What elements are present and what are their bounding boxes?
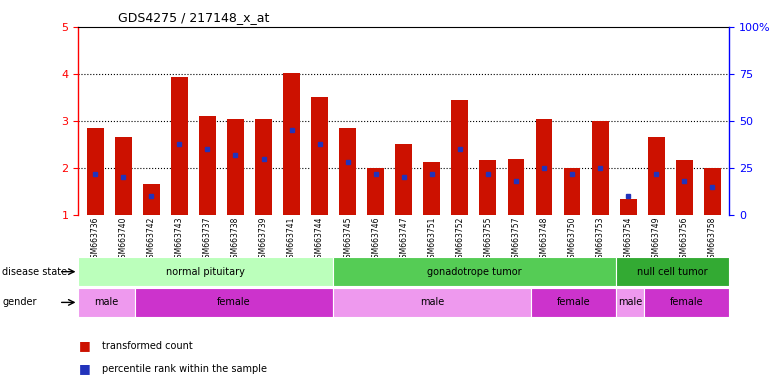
- Bar: [333, 288, 531, 317]
- Bar: [531, 288, 616, 317]
- Text: female: female: [557, 297, 590, 308]
- Bar: [480, 160, 496, 215]
- Bar: [135, 288, 333, 317]
- Bar: [616, 288, 644, 317]
- Bar: [676, 159, 692, 215]
- Bar: [87, 128, 103, 215]
- Bar: [452, 100, 468, 215]
- Text: GDS4275 / 217148_x_at: GDS4275 / 217148_x_at: [118, 12, 269, 25]
- Bar: [507, 159, 524, 215]
- Text: transformed count: transformed count: [102, 341, 193, 351]
- Text: female: female: [670, 297, 703, 308]
- Bar: [592, 121, 608, 215]
- Bar: [564, 168, 580, 215]
- Bar: [283, 73, 300, 215]
- Text: null cell tumor: null cell tumor: [637, 266, 708, 277]
- Text: male: male: [420, 297, 445, 308]
- Text: male: male: [95, 297, 119, 308]
- Bar: [143, 184, 160, 215]
- Bar: [616, 257, 729, 286]
- Bar: [339, 128, 356, 215]
- Bar: [619, 199, 637, 215]
- Bar: [367, 168, 384, 215]
- Bar: [423, 162, 441, 215]
- Bar: [395, 144, 412, 215]
- Bar: [704, 168, 720, 215]
- Bar: [171, 77, 188, 215]
- Bar: [227, 119, 244, 215]
- Bar: [648, 137, 665, 215]
- Bar: [78, 257, 333, 286]
- Text: normal pituitary: normal pituitary: [166, 266, 245, 277]
- Text: gender: gender: [2, 297, 37, 308]
- Text: ■: ■: [78, 339, 90, 352]
- Text: male: male: [618, 297, 642, 308]
- Bar: [535, 119, 553, 215]
- Bar: [644, 288, 729, 317]
- Bar: [255, 119, 272, 215]
- Bar: [311, 98, 328, 215]
- Bar: [115, 137, 132, 215]
- Text: ■: ■: [78, 362, 90, 375]
- Text: female: female: [217, 297, 251, 308]
- Text: percentile rank within the sample: percentile rank within the sample: [102, 364, 267, 374]
- Text: disease state: disease state: [2, 266, 67, 277]
- Text: gonadotrope tumor: gonadotrope tumor: [427, 266, 522, 277]
- Bar: [333, 257, 616, 286]
- Bar: [78, 288, 135, 317]
- Bar: [199, 116, 216, 215]
